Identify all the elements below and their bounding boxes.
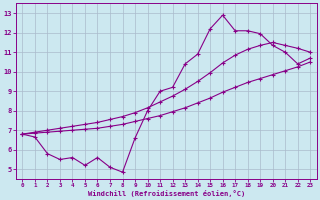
- X-axis label: Windchill (Refroidissement éolien,°C): Windchill (Refroidissement éolien,°C): [88, 190, 245, 197]
